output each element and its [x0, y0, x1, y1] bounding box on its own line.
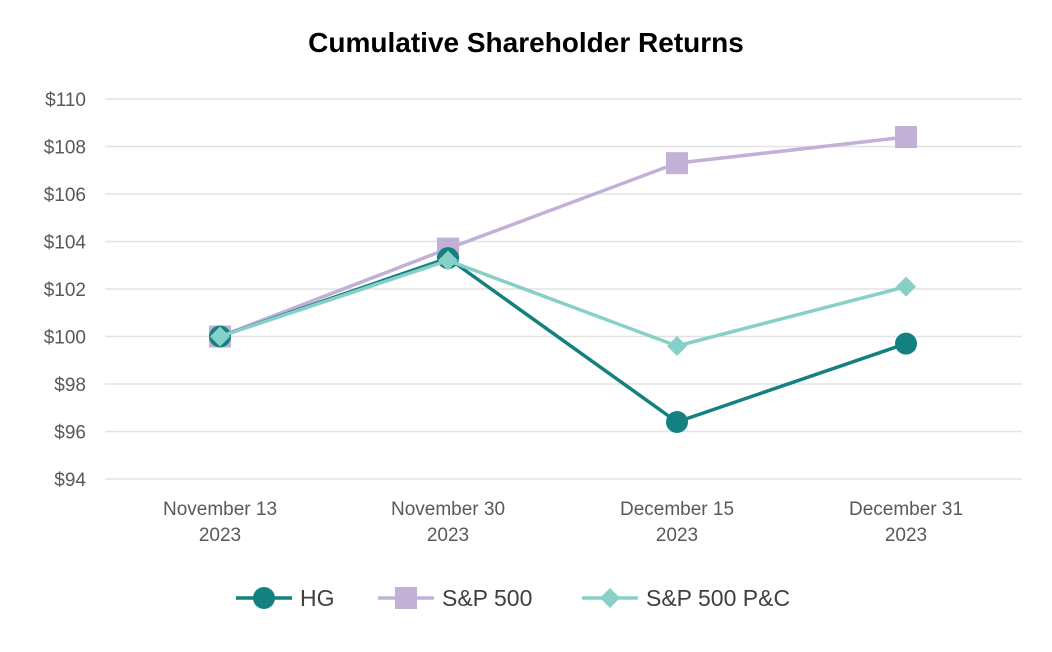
- y-tick-label: $106: [44, 185, 86, 206]
- series-s-p-500-p-c: [210, 250, 916, 356]
- legend: HG S&P 500 S&P 500 P&C: [236, 585, 790, 611]
- y-axis-ticks: $94 $96 $98 $100 $102 $104 $106 $108 $110: [44, 90, 87, 491]
- x-tick-label: November 30 2023: [391, 499, 505, 546]
- data-point-diamond: [210, 326, 230, 347]
- series-line: [219, 135, 907, 339]
- data-point-circle: [253, 587, 275, 609]
- data-point-diamond: [438, 250, 458, 271]
- legend-item: S&P 500: [378, 585, 532, 611]
- y-tick-label: $102: [44, 280, 86, 301]
- y-tick-label: $96: [54, 423, 86, 444]
- y-tick-label: $94: [54, 470, 86, 491]
- data-point-circle: [666, 411, 688, 433]
- y-tick-label: $104: [44, 233, 87, 254]
- series-line: [219, 256, 907, 424]
- x-tick-label: December 31 2023: [849, 499, 963, 546]
- y-tick-label: $98: [54, 375, 86, 396]
- series-s-p-500: [209, 126, 917, 348]
- y-tick-label: $110: [45, 90, 86, 111]
- legend-label: S&P 500 P&C: [646, 585, 790, 611]
- x-axis-ticks: November 13 2023 November 30 2023 December 1…: [163, 499, 963, 546]
- data-point-square: [395, 587, 417, 609]
- x-tick-label: November 13 2023: [163, 499, 277, 546]
- series-line: [219, 258, 907, 348]
- data-point-square: [895, 126, 917, 148]
- series-hg: [209, 247, 917, 433]
- legend-label: S&P 500: [442, 585, 532, 611]
- series-layer: [209, 126, 917, 433]
- data-point-diamond: [896, 276, 916, 297]
- data-point-diamond: [667, 336, 687, 356]
- data-point-diamond: [600, 588, 620, 608]
- y-tick-label: $108: [44, 138, 86, 159]
- x-tick-label: December 15 2023: [620, 499, 734, 546]
- data-point-circle: [895, 332, 917, 355]
- legend-item: S&P 500 P&C: [582, 585, 790, 611]
- data-point-square: [666, 152, 688, 175]
- gridlines: [105, 98, 1022, 480]
- legend-item: HG: [236, 585, 335, 611]
- y-tick-label: $100: [44, 328, 86, 349]
- legend-label: HG: [300, 585, 335, 611]
- chart-title: Cumulative Shareholder Returns: [308, 27, 744, 58]
